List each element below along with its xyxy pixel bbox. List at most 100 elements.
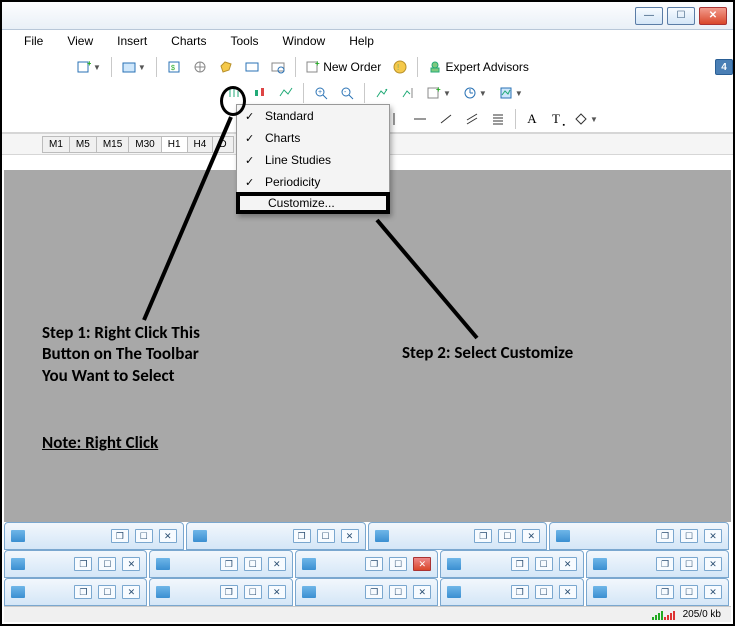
candle-chart-button[interactable] bbox=[248, 82, 272, 104]
line-chart-button[interactable] bbox=[274, 82, 298, 104]
channel-button[interactable] bbox=[460, 108, 484, 130]
templates-button[interactable]: ▼ bbox=[494, 82, 528, 104]
mini-restore-button[interactable]: ❐ bbox=[511, 585, 529, 599]
mini-close-button[interactable]: ✕ bbox=[704, 529, 722, 543]
context-charts[interactable]: ✓Charts bbox=[237, 127, 389, 149]
chart-window-tab[interactable]: ❐ ☐ ✕ bbox=[586, 550, 729, 578]
close-button[interactable]: ✕ bbox=[699, 7, 727, 25]
menu-file[interactable]: File bbox=[12, 32, 55, 50]
periodicity-button[interactable]: ▼ bbox=[458, 82, 492, 104]
mini-close-button[interactable]: ✕ bbox=[341, 529, 359, 543]
objects-button[interactable]: ▼ bbox=[569, 108, 603, 130]
mini-restore-button[interactable]: ❐ bbox=[365, 557, 383, 571]
context-customize[interactable]: Customize... bbox=[236, 192, 390, 214]
mini-restore-button[interactable]: ❐ bbox=[656, 529, 674, 543]
auto-scroll-button[interactable] bbox=[370, 82, 394, 104]
zoom-out-button[interactable]: - bbox=[335, 82, 359, 104]
new-chart-button[interactable]: +▼ bbox=[72, 56, 106, 78]
mini-max-button[interactable]: ☐ bbox=[680, 557, 698, 571]
chart-window-tab[interactable]: ❐ ☐ ✕ bbox=[440, 550, 583, 578]
chart-window-tab[interactable]: ❐ ☐ ✕ bbox=[368, 522, 548, 550]
tf-d1[interactable]: D bbox=[212, 136, 233, 153]
menu-charts[interactable]: Charts bbox=[159, 32, 218, 50]
chart-window-tab[interactable]: ❐ ☐ ✕ bbox=[549, 522, 729, 550]
navigator-button[interactable] bbox=[188, 56, 212, 78]
horizontal-line-button[interactable] bbox=[408, 108, 432, 130]
minimize-button[interactable]: — bbox=[635, 7, 663, 25]
mini-max-button[interactable]: ☐ bbox=[135, 529, 153, 543]
mini-restore-button[interactable]: ❐ bbox=[220, 585, 238, 599]
mini-close-button[interactable]: ✕ bbox=[559, 585, 577, 599]
chart-window-tab[interactable]: ❐☐✕ bbox=[186, 522, 366, 550]
context-periodicity[interactable]: ✓Periodicity bbox=[237, 171, 389, 193]
metaeditor-button[interactable]: ! bbox=[388, 56, 412, 78]
tf-m1[interactable]: M1 bbox=[42, 136, 70, 153]
mini-max-button[interactable]: ☐ bbox=[680, 585, 698, 599]
chart-window-tab[interactable]: ❐ ☐ ✕ bbox=[440, 578, 583, 606]
profiles-button[interactable]: ▼ bbox=[117, 56, 151, 78]
chart-window-tab[interactable]: ❐ ☐ ✕ bbox=[4, 522, 184, 550]
mini-max-button[interactable]: ☐ bbox=[317, 529, 335, 543]
mini-close-button[interactable]: ✕ bbox=[122, 557, 140, 571]
indicators-button[interactable]: +▼ bbox=[422, 82, 456, 104]
mini-max-button[interactable]: ☐ bbox=[389, 557, 407, 571]
menu-view[interactable]: View bbox=[55, 32, 105, 50]
chart-window-tab[interactable]: ❐ ☐ ✕ bbox=[295, 578, 438, 606]
mini-max-button[interactable]: ☐ bbox=[535, 585, 553, 599]
zoom-in-button[interactable]: + bbox=[309, 82, 333, 104]
mini-close-button[interactable]: ✕ bbox=[413, 585, 431, 599]
mini-close-button[interactable]: ✕ bbox=[122, 585, 140, 599]
mini-restore-button[interactable]: ❐ bbox=[74, 557, 92, 571]
mini-close-button[interactable]: ✕ bbox=[159, 529, 177, 543]
chart-shift-button[interactable] bbox=[396, 82, 420, 104]
mini-max-button[interactable]: ☐ bbox=[535, 557, 553, 571]
chart-window-tab[interactable]: ❐ ☐ ✕ bbox=[4, 550, 147, 578]
mini-max-button[interactable]: ☐ bbox=[244, 585, 262, 599]
terminal-button[interactable] bbox=[240, 56, 264, 78]
mini-close-button[interactable]: ✕ bbox=[268, 557, 286, 571]
chart-window-tab[interactable]: ❐ ☐ ✕ bbox=[295, 550, 438, 578]
mini-max-button[interactable]: ☐ bbox=[98, 585, 116, 599]
context-line-studies[interactable]: ✓Line Studies bbox=[237, 149, 389, 171]
trendline-button[interactable] bbox=[434, 108, 458, 130]
mini-max-button[interactable]: ☐ bbox=[244, 557, 262, 571]
mini-close-button[interactable]: ✕ bbox=[522, 529, 540, 543]
text-label-button[interactable]: T▪ bbox=[545, 108, 567, 130]
tf-h4[interactable]: H4 bbox=[187, 136, 214, 153]
mini-close-button[interactable]: ✕ bbox=[559, 557, 577, 571]
mini-restore-button[interactable]: ❐ bbox=[74, 585, 92, 599]
fibonacci-button[interactable] bbox=[486, 108, 510, 130]
mini-restore-button[interactable]: ❐ bbox=[111, 529, 129, 543]
maximize-button[interactable]: ☐ bbox=[667, 7, 695, 25]
mini-max-button[interactable]: ☐ bbox=[98, 557, 116, 571]
mini-restore-button[interactable]: ❐ bbox=[656, 557, 674, 571]
mini-max-button[interactable]: ☐ bbox=[498, 529, 516, 543]
new-order-button[interactable]: + New Order bbox=[301, 56, 386, 78]
menu-tools[interactable]: Tools bbox=[219, 32, 271, 50]
mini-restore-button[interactable]: ❐ bbox=[220, 557, 238, 571]
tf-m5[interactable]: M5 bbox=[69, 136, 97, 153]
mini-restore-button[interactable]: ❐ bbox=[474, 529, 492, 543]
data-window-button[interactable] bbox=[214, 56, 238, 78]
mini-restore-button[interactable]: ❐ bbox=[511, 557, 529, 571]
mini-close-button[interactable]: ✕ bbox=[704, 557, 722, 571]
menu-window[interactable]: Window bbox=[271, 32, 338, 50]
mini-close-button[interactable]: ✕ bbox=[413, 557, 431, 571]
mini-restore-button[interactable]: ❐ bbox=[656, 585, 674, 599]
menu-help[interactable]: Help bbox=[337, 32, 386, 50]
chart-window-tab[interactable]: ❐☐✕ bbox=[149, 578, 292, 606]
chart-window-tab[interactable]: ❐ ☐ ✕ bbox=[586, 578, 729, 606]
mini-max-button[interactable]: ☐ bbox=[680, 529, 698, 543]
expert-advisors-button[interactable]: Expert Advisors bbox=[423, 56, 534, 78]
chart-window-tab[interactable]: ❐ ☐ ✕ bbox=[4, 578, 147, 606]
mini-restore-button[interactable]: ❐ bbox=[365, 585, 383, 599]
text-tool-button[interactable]: A bbox=[521, 108, 543, 130]
tf-m15[interactable]: M15 bbox=[96, 136, 129, 153]
strategy-tester-button[interactable] bbox=[266, 56, 290, 78]
mini-close-button[interactable]: ✕ bbox=[704, 585, 722, 599]
tail-badge[interactable]: 4 bbox=[715, 59, 733, 75]
bar-chart-button[interactable] bbox=[222, 82, 246, 104]
tf-h1[interactable]: H1 bbox=[161, 136, 188, 153]
mini-max-button[interactable]: ☐ bbox=[389, 585, 407, 599]
context-standard[interactable]: ✓Standard bbox=[237, 105, 389, 127]
